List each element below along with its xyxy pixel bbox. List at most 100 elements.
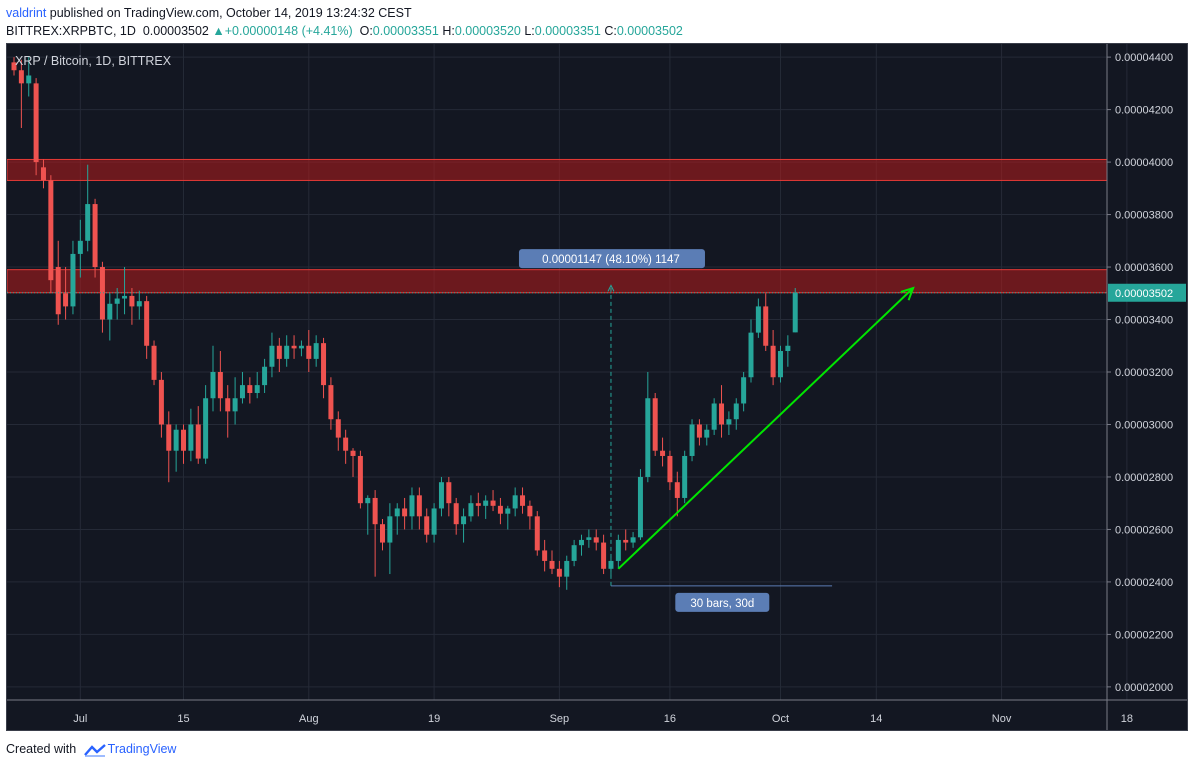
resistance-zone [7, 158, 1108, 181]
candle-body [33, 83, 39, 163]
candle-body [254, 385, 260, 393]
candle-body [505, 508, 511, 514]
x-tick-label: Oct [772, 713, 789, 725]
last-price-label: 0.00003502 [1115, 288, 1173, 300]
trend-arrow-head-icon [900, 286, 915, 301]
candle-body [726, 419, 732, 425]
candles [11, 57, 798, 590]
candle-body [26, 75, 32, 84]
close-value: 0.00003502 [616, 24, 683, 38]
y-tick-label: 0.00002200 [1115, 629, 1173, 641]
candle-body [239, 385, 245, 399]
candle-body [291, 345, 297, 349]
candle-body [527, 505, 533, 517]
change-text: +0.00000148 (+4.41%) [224, 24, 353, 38]
y-tick-label: 0.00003800 [1115, 210, 1173, 222]
candle-body [512, 495, 518, 509]
high-value: 0.00003520 [454, 24, 521, 38]
candle-body [306, 345, 312, 359]
candle-body [328, 385, 334, 420]
candle-body [144, 301, 150, 346]
candle-body [11, 62, 17, 71]
candle-body [711, 403, 717, 430]
candle-body [402, 508, 408, 517]
candle-body [232, 398, 238, 412]
candle-body [497, 505, 503, 514]
symbol-label: BITTREX:XRPBTC, 1D [6, 24, 136, 38]
candle-body [667, 455, 673, 483]
candle-body [416, 495, 422, 517]
candle-body [48, 180, 54, 281]
candle-body [490, 500, 496, 506]
y-tick-label: 0.00002400 [1115, 577, 1173, 589]
candle-body [394, 508, 400, 517]
candle-body [542, 550, 548, 561]
y-tick-label: 0.00002600 [1115, 524, 1173, 536]
ohlc-line: BITTREX:XRPBTC, 1D 0.00003502 ▲+0.000001… [6, 24, 683, 38]
price-chart[interactable]: 0.00003502 0.00001147 (48.10%) 1147 30 bar… [7, 44, 1187, 730]
candle-body [556, 568, 562, 577]
candle-body [623, 539, 629, 543]
footer: Created with TradingView [6, 742, 176, 757]
x-tick-label: 15 [177, 713, 189, 725]
candle-body [387, 516, 393, 543]
candle-body [431, 508, 437, 535]
x-tick-label: Jul [73, 713, 87, 725]
y-tick-label: 0.00002000 [1115, 682, 1173, 694]
candle-body [652, 398, 658, 451]
candle-body [129, 295, 135, 307]
x-tick-label: 19 [428, 713, 440, 725]
candle-body [534, 516, 540, 551]
y-tick-label: 0.00004000 [1115, 157, 1173, 169]
candle-body [461, 516, 467, 525]
measure-label: 0.00001147 (48.10%) 1147 [542, 254, 680, 266]
candle-body [615, 539, 621, 561]
candle-body [468, 503, 474, 517]
last-price: 0.00003502 [142, 24, 209, 38]
y-tick-label: 0.00003000 [1115, 419, 1173, 431]
candle-body [158, 379, 164, 425]
candle-body [203, 398, 209, 459]
candle-body [114, 298, 120, 304]
author-link[interactable]: valdrint [6, 6, 47, 20]
low-label: L: [524, 24, 535, 38]
candle-body [630, 537, 636, 543]
candle-body [99, 267, 105, 320]
annotations: 0.00003502 0.00001147 (48.10%) 1147 30 bar… [7, 249, 1186, 612]
candle-body [380, 524, 385, 543]
published-text: published on TradingView.com, October 14… [49, 6, 412, 20]
tradingview-brand[interactable]: TradingView [107, 742, 177, 756]
candle-body [217, 372, 223, 399]
candle-body [645, 398, 651, 477]
axes: 0.00004400 0.00004200 0.00004000 0.00003800… [7, 44, 1187, 730]
candle-body [608, 560, 614, 569]
candle-body [92, 204, 98, 268]
chart-frame[interactable]: 0.00003502 0.00001147 (48.10%) 1147 30 bar… [6, 43, 1188, 731]
x-tick-label: 18 [1121, 713, 1133, 725]
candle-body [741, 377, 747, 404]
candle-body [365, 497, 371, 504]
tradingview-logo-icon [83, 743, 106, 757]
candle-body [601, 542, 607, 569]
candle-body [372, 497, 378, 525]
x-tick-label: 16 [664, 713, 676, 725]
range-label: 30 bars, 30d [690, 598, 754, 610]
high-label: H: [442, 24, 455, 38]
candle-body [446, 482, 452, 504]
candle-body [188, 424, 194, 451]
candle-body [483, 500, 489, 506]
candle-body [689, 424, 695, 456]
chart-title: XRP / Bitcoin, 1D, BITTREX [15, 54, 172, 68]
candle-body [269, 345, 275, 367]
candle-body [660, 450, 666, 456]
measure-arrow-icon [607, 284, 615, 292]
candle-body [210, 372, 216, 399]
resistance-zone [7, 269, 1108, 294]
low-value: 0.00003351 [534, 24, 601, 38]
last-price-tag [1108, 283, 1186, 302]
candle-body [284, 345, 290, 359]
y-tick-label: 0.00003400 [1115, 315, 1173, 327]
measure-label-box [518, 249, 705, 269]
candle-body [719, 403, 725, 425]
candle-body [85, 204, 91, 241]
